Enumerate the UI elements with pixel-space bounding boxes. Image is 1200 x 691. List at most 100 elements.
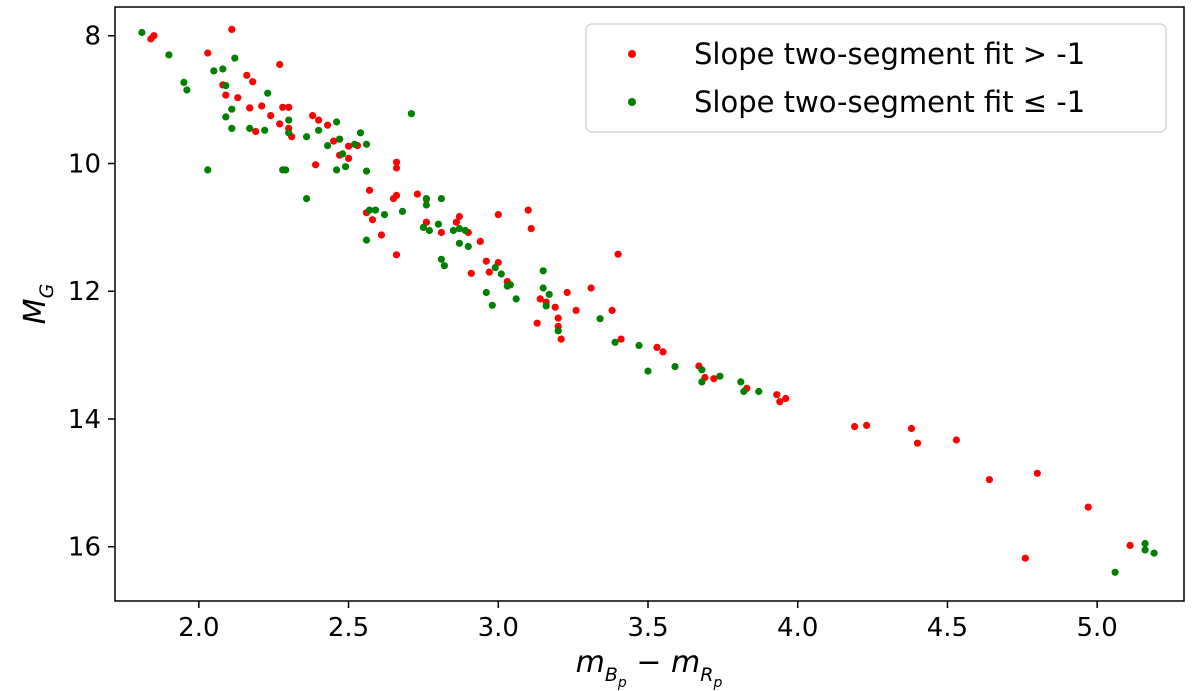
- x-axis-label: mBp − mRp: [576, 645, 723, 691]
- data-point: [985, 476, 994, 484]
- data-point: [165, 51, 173, 59]
- y-tick-label: 10: [68, 149, 101, 179]
- data-point: [1141, 539, 1149, 548]
- data-point: [422, 195, 430, 203]
- data-point: [907, 424, 916, 433]
- data-point: [1033, 469, 1041, 477]
- data-point: [222, 82, 230, 90]
- data-point: [371, 206, 380, 214]
- data-point: [228, 105, 236, 113]
- data-point: [542, 302, 550, 310]
- y-tick-label: 12: [68, 277, 101, 307]
- y-axis-label: MG: [18, 284, 58, 325]
- data-point: [324, 142, 332, 150]
- data-point: [710, 375, 718, 383]
- data-point: [380, 211, 389, 219]
- points-layer: [138, 25, 1158, 576]
- data-point: [362, 236, 371, 244]
- data-point: [671, 363, 679, 371]
- data-point: [557, 335, 565, 343]
- data-point: [539, 267, 547, 275]
- data-point: [1150, 549, 1158, 557]
- data-point: [315, 126, 323, 134]
- data-point: [482, 288, 490, 297]
- data-point: [572, 306, 580, 314]
- data-point: [659, 348, 667, 356]
- data-point: [365, 186, 374, 194]
- data-point: [1021, 554, 1029, 562]
- data-point: [455, 212, 463, 221]
- data-point: [345, 142, 353, 150]
- data-point: [422, 218, 430, 226]
- data-point: [482, 257, 490, 265]
- data-point: [497, 270, 505, 278]
- data-point: [455, 225, 463, 233]
- x-tick-label: 2.5: [328, 613, 369, 643]
- data-point: [461, 226, 469, 235]
- data-point: [863, 421, 871, 429]
- data-point: [1141, 546, 1149, 554]
- data-point: [464, 242, 472, 251]
- data-point: [339, 150, 347, 158]
- data-point: [653, 343, 661, 351]
- data-point: [1126, 541, 1134, 550]
- data-point: [285, 116, 293, 124]
- data-point: [611, 338, 619, 346]
- data-point: [434, 220, 442, 228]
- data-point: [261, 126, 269, 134]
- data-point: [210, 67, 218, 75]
- data-point: [539, 284, 547, 292]
- data-point: [413, 190, 421, 198]
- data-point: [222, 113, 230, 121]
- data-point: [644, 367, 652, 375]
- data-point: [554, 327, 562, 335]
- data-point: [138, 28, 146, 37]
- data-point: [312, 161, 320, 169]
- data-point: [476, 237, 484, 245]
- x-tick-label: 4.5: [927, 613, 968, 643]
- data-point: [392, 164, 401, 172]
- data-point: [246, 104, 254, 112]
- data-point: [485, 268, 493, 276]
- data-point: [716, 372, 724, 380]
- data-point: [422, 201, 430, 209]
- data-point: [309, 112, 317, 120]
- data-point: [698, 366, 706, 374]
- data-point: [204, 49, 212, 57]
- data-point: [234, 94, 242, 102]
- data-point: [222, 91, 230, 99]
- y-tick-label: 16: [68, 533, 101, 563]
- data-point: [392, 251, 401, 259]
- data-point: [219, 65, 227, 73]
- data-point: [587, 284, 595, 292]
- series-green: [138, 28, 1158, 576]
- data-point: [596, 315, 604, 323]
- legend: Slope two-segment fit > -1 Slope two-seg…: [585, 23, 1167, 133]
- legend-box: [585, 23, 1167, 133]
- data-point: [258, 102, 266, 110]
- data-point: [437, 228, 445, 237]
- data-point: [554, 314, 562, 322]
- data-point: [267, 112, 275, 120]
- data-point: [545, 290, 553, 298]
- data-point: [698, 378, 706, 386]
- x-tick-label: 5.0: [1076, 613, 1117, 643]
- data-point: [617, 335, 625, 343]
- data-point: [252, 127, 260, 136]
- data-point: [614, 250, 622, 258]
- data-point: [180, 78, 188, 86]
- data-point: [276, 120, 284, 128]
- data-point: [362, 140, 371, 148]
- data-point: [282, 166, 290, 174]
- data-point: [437, 195, 445, 203]
- x-tick-label: 2.0: [178, 613, 219, 643]
- data-point: [303, 133, 311, 141]
- legend-label-green: Slope two-segment fit ≤ -1: [694, 85, 1085, 119]
- y-tick-label: 8: [84, 22, 101, 52]
- data-point: [279, 103, 287, 111]
- data-point: [608, 306, 616, 314]
- data-point: [285, 129, 293, 137]
- data-point: [740, 387, 748, 396]
- x-tick-label: 4.0: [777, 613, 818, 643]
